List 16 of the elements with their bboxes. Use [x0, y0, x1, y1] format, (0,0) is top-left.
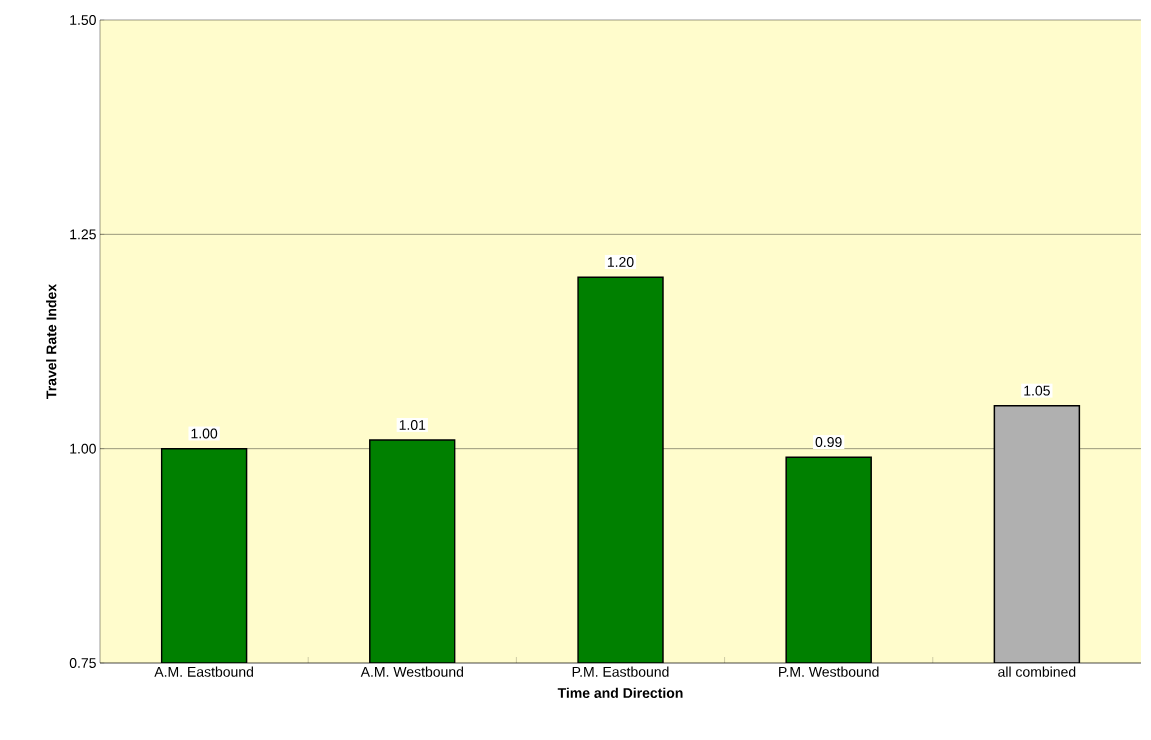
x-tick-label: A.M. Westbound	[360, 666, 464, 677]
x-tick-label: P.M. Westbound	[779, 666, 879, 677]
data-label: 1.05	[1024, 385, 1050, 396]
y-tick-label: 0.75	[69, 658, 96, 668]
y-axis-title: Travel Rate Index	[46, 284, 57, 399]
x-tick-label: A.M. Eastbound	[154, 666, 253, 677]
data-label: 1.01	[399, 419, 426, 430]
y-tick-label: 1.00	[70, 443, 96, 454]
data-label: 1.00	[191, 428, 218, 439]
x-tick-label: all combined	[998, 666, 1076, 677]
data-label: 0.99	[815, 437, 842, 448]
y-tick-label: 1.50	[70, 15, 96, 25]
x-axis-title: Time and Direction	[557, 687, 683, 698]
data-label: 1.20	[607, 257, 634, 267]
x-tick-label: P.M. Eastbound	[572, 666, 669, 677]
y-tick-label: 1.25	[70, 229, 96, 240]
